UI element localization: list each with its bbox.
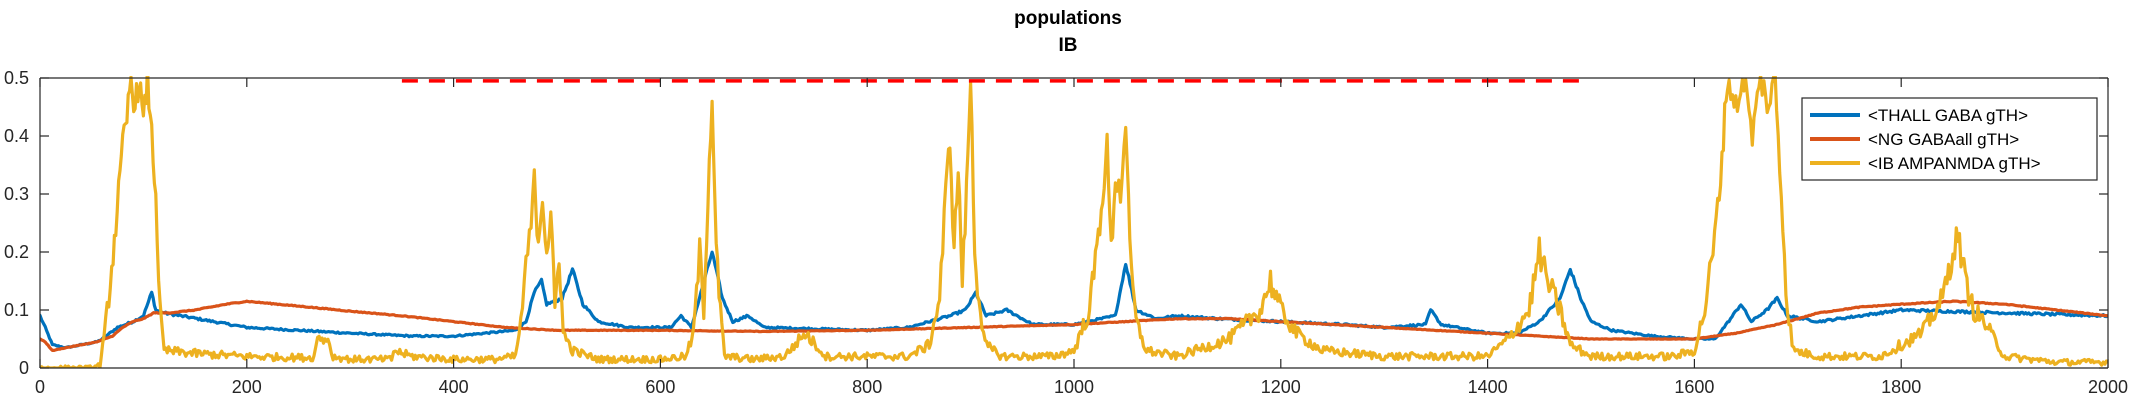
y-tick-label: 0.2 (4, 242, 29, 262)
y-tick-label: 0 (19, 358, 29, 378)
series-group (40, 76, 2108, 368)
series-line-1 (40, 250, 2108, 350)
axes: 0 200 400 600 800 1000 1200 1400 1600 1800 2000 0 0.… (4, 68, 2128, 397)
x-tick-label: 600 (645, 377, 675, 397)
chart-title: populations (1014, 8, 1122, 29)
x-tick-label: 800 (852, 377, 882, 397)
y-tick-label: 0.1 (4, 300, 29, 320)
x-tick-label: 1800 (1881, 377, 1921, 397)
chart-subtitle: IB (1059, 35, 1078, 56)
y-tick-label: 0.5 (4, 68, 29, 88)
x-tick-label: 0 (35, 377, 45, 397)
y-tick-label: 0.3 (4, 184, 29, 204)
series-line-3 (40, 76, 2108, 368)
legend-label-1: <THALL GABA gTH> (1868, 106, 2028, 125)
x-tick-label: 200 (232, 377, 262, 397)
legend-label-2: <NG GABAall gTH> (1868, 130, 2019, 149)
x-tick-label: 1600 (1674, 377, 1714, 397)
y-tick-label: 0.4 (4, 126, 29, 146)
x-tick-label: 1000 (1054, 377, 1094, 397)
legend: <THALL GABA gTH> <NG GABAall gTH> <IB AMPA… (1801, 97, 2098, 181)
x-tick-label: 400 (439, 377, 469, 397)
legend-label-3: <IB AMPANMDA gTH> (1868, 154, 2041, 173)
series-line-2 (40, 299, 2108, 352)
x-tick-label: 2000 (2088, 377, 2128, 397)
x-tick-label: 1200 (1261, 377, 1301, 397)
plot-area (40, 76, 2108, 368)
x-tick-label: 1400 (1468, 377, 1508, 397)
